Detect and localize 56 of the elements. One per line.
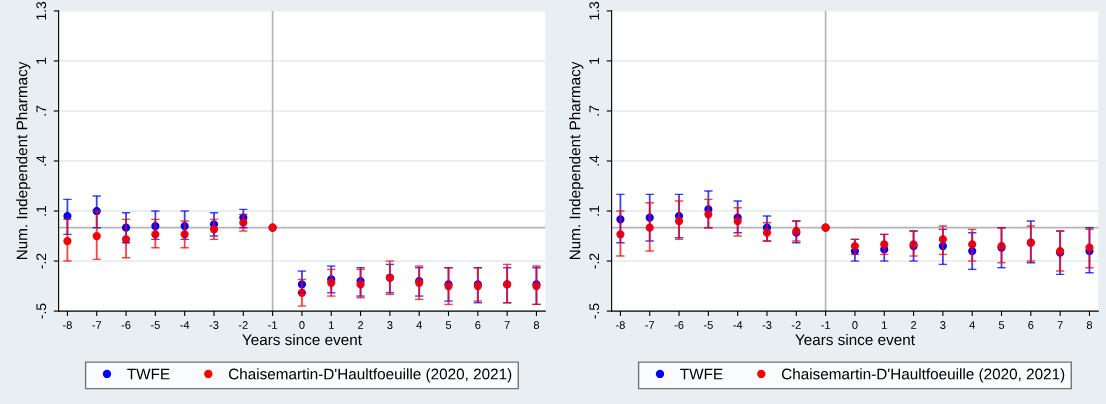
y-tick-label: .1 [589, 205, 600, 216]
y-tick-label: .1 [36, 205, 47, 216]
x-tick-label: -3 [209, 321, 219, 329]
x-tick-label: -7 [92, 321, 102, 329]
x-tick-label: 1 [329, 321, 334, 329]
y-tick-label: 1 [36, 57, 47, 64]
x-tick-label: -2 [238, 321, 248, 329]
x-axis-title: Years since event [242, 333, 362, 346]
x-tick-label: 3 [387, 321, 393, 329]
y-axis-title: Num. Independent Pharmacy [569, 61, 584, 260]
y-tick-label: -.2 [589, 253, 600, 269]
x-tick-label: -5 [150, 321, 160, 329]
x-tick-label: -4 [733, 321, 743, 329]
x-tick-label: 2 [358, 321, 364, 329]
x-tick-label: 6 [1028, 321, 1034, 329]
y-tick-label: 1.3 [589, 1, 600, 20]
x-tick-label: 0 [299, 321, 305, 329]
y-tick-label: .7 [36, 105, 47, 116]
x-tick-label: -7 [645, 321, 655, 329]
x-tick-label: -6 [674, 321, 684, 329]
x-tick-label: -1 [268, 321, 278, 329]
x-tick-label: 6 [475, 321, 481, 329]
x-tick-label: 7 [1057, 321, 1063, 329]
x-tick-label: 2 [911, 321, 917, 329]
x-tick-label: 5 [998, 321, 1005, 329]
x-tick-label: 8 [533, 321, 540, 329]
x-tick-label: 3 [940, 321, 946, 329]
legend-label: Chaisemartin-D'Haultfoeuille (2020, 2021) [228, 368, 512, 383]
legend-label: TWFE [680, 368, 723, 380]
x-tick-label: 8 [1086, 321, 1093, 329]
x-tick-label: -3 [762, 321, 772, 329]
y-tick-label: -.5 [589, 303, 600, 319]
x-tick-label: -4 [180, 321, 190, 329]
y-tick-label: 1.3 [36, 1, 47, 20]
x-tick-label: -8 [615, 321, 625, 329]
x-tick-label: -2 [791, 321, 801, 329]
x-tick-label: 5 [445, 321, 452, 329]
legend-label: Chaisemartin-D'Haultfoeuille (2020, 2021) [781, 368, 1065, 383]
y-tick-label: .4 [589, 155, 600, 166]
x-tick-label: 1 [882, 321, 887, 329]
x-tick-label: -5 [703, 321, 713, 329]
x-tick-label: -8 [62, 321, 72, 329]
x-tick-label: -1 [821, 321, 831, 329]
y-tick-label: .4 [36, 155, 47, 166]
x-tick-label: 4 [416, 321, 422, 329]
x-tick-label: 4 [969, 321, 975, 329]
x-axis-title: Years since event [795, 333, 915, 346]
x-tick-label: 0 [852, 321, 858, 329]
y-tick-label: 1 [589, 57, 600, 64]
x-tick-label: 7 [504, 321, 510, 329]
y-tick-label: -.5 [36, 303, 47, 319]
y-tick-label: -.2 [36, 253, 47, 269]
legend-label: TWFE [127, 368, 170, 380]
y-axis-title: Num. Independent Pharmacy [16, 61, 31, 260]
y-tick-label: .7 [589, 105, 600, 116]
x-tick-label: -6 [121, 321, 131, 329]
